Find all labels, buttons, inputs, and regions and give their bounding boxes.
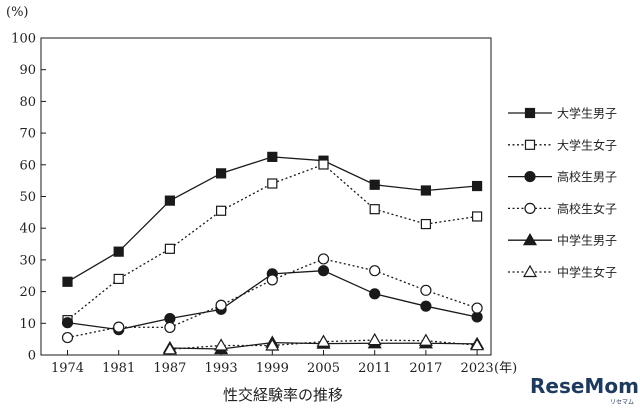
data-point: [472, 211, 483, 222]
brand-logo: ReseMom リセマム: [530, 374, 639, 406]
data-point: [62, 276, 73, 287]
legend-marker: [524, 139, 536, 150]
data-point: [369, 179, 380, 190]
data-point: [317, 253, 330, 265]
y-tick-label: 90: [19, 63, 36, 78]
y-tick-label: 0: [28, 349, 36, 364]
series-line: [67, 163, 478, 321]
y-tick-label: 80: [19, 95, 36, 110]
data-point: [420, 218, 431, 230]
data-point: [472, 180, 483, 192]
data-point: [318, 159, 329, 170]
x-tick-label: 1987: [153, 361, 186, 376]
series-1: [62, 151, 483, 287]
x-tick-label: 2005: [307, 361, 340, 376]
legend-label: 大学生女子: [557, 137, 617, 152]
data-point: [265, 338, 280, 351]
x-tick-label: 2017: [409, 361, 442, 376]
data-point: [162, 342, 177, 355]
series-group: [61, 151, 485, 355]
y-tick-label: 70: [19, 127, 36, 142]
data-point: [369, 288, 381, 300]
legend-item: 大学生女子: [508, 137, 617, 152]
series-2: [62, 159, 483, 326]
y-tick-label: 20: [19, 285, 36, 300]
legend-label: 高校生女子: [557, 201, 617, 216]
chart-title: 性交経験率の推移: [223, 386, 343, 404]
y-axis-unit: (%): [6, 5, 29, 20]
data-point: [164, 195, 175, 206]
data-point: [216, 205, 227, 216]
data-point: [267, 178, 278, 189]
data-point: [61, 317, 74, 329]
y-tick-label: 100: [11, 32, 36, 47]
data-point: [113, 246, 124, 257]
y-tick-label: 30: [19, 253, 36, 268]
legend-label: 高校生男子: [557, 169, 617, 184]
legend-marker: [522, 264, 538, 278]
legend-marker: [522, 232, 538, 246]
legend-label: 中学生女子: [557, 265, 617, 280]
data-point: [164, 321, 176, 334]
data-point: [420, 300, 432, 312]
data-point: [420, 185, 431, 196]
series-4: [61, 253, 483, 344]
brand-logo-subtext: リセマム: [610, 399, 634, 406]
data-point: [214, 338, 229, 351]
brand-logo-text: ReseMom: [530, 374, 639, 398]
data-point: [215, 299, 227, 311]
data-point: [61, 331, 74, 344]
data-point: [317, 265, 330, 277]
data-point: [420, 284, 432, 296]
y-tick-labels: 0 10 20 30 40 50 60 70 80 90 100: [11, 32, 36, 364]
x-tick-label: 1981: [102, 361, 135, 376]
y-tick-label: 10: [19, 317, 36, 332]
data-point: [470, 337, 485, 351]
y-tick-label: 40: [19, 222, 36, 237]
legend-marker: [524, 107, 536, 119]
x-tick-label: 2011: [358, 361, 391, 376]
data-point: [216, 168, 227, 179]
x-tick-label: 1993: [205, 361, 238, 376]
legend-item: 中学生男子: [508, 233, 617, 248]
legend-item: 高校生男子: [508, 169, 617, 184]
data-point: [367, 332, 382, 346]
y-tick-label: 60: [19, 158, 36, 173]
data-point: [316, 334, 331, 347]
data-point: [471, 302, 483, 314]
legend-marker: [524, 202, 536, 214]
series-6: [162, 332, 485, 355]
legend-item: 高校生女子: [508, 201, 617, 216]
y-tick-label: 50: [19, 190, 36, 205]
data-point: [113, 321, 125, 333]
chart-axes: [40, 37, 492, 356]
legend-label: 大学生男子: [557, 106, 617, 121]
x-tick-labels: 1974 1981 1987 1993 1999 2005 2011 2017 2023: [51, 361, 494, 376]
data-point: [418, 333, 433, 346]
x-tick-label: 2023: [461, 361, 494, 376]
legend-item: 大学生男子: [508, 106, 617, 121]
x-axis-unit: (年): [494, 361, 517, 376]
series-line: [67, 156, 478, 283]
legend-label: 中学生男子: [557, 233, 617, 248]
data-point: [369, 204, 380, 215]
legend-marker: [524, 171, 536, 183]
data-point: [369, 265, 381, 277]
x-tick-label: 1974: [51, 361, 84, 376]
data-point: [267, 151, 278, 162]
data-point: [113, 273, 124, 285]
data-point: [266, 274, 278, 286]
data-point: [164, 243, 175, 254]
legend-item: 中学生女子: [508, 265, 617, 280]
x-tick-label: 1999: [256, 361, 289, 376]
